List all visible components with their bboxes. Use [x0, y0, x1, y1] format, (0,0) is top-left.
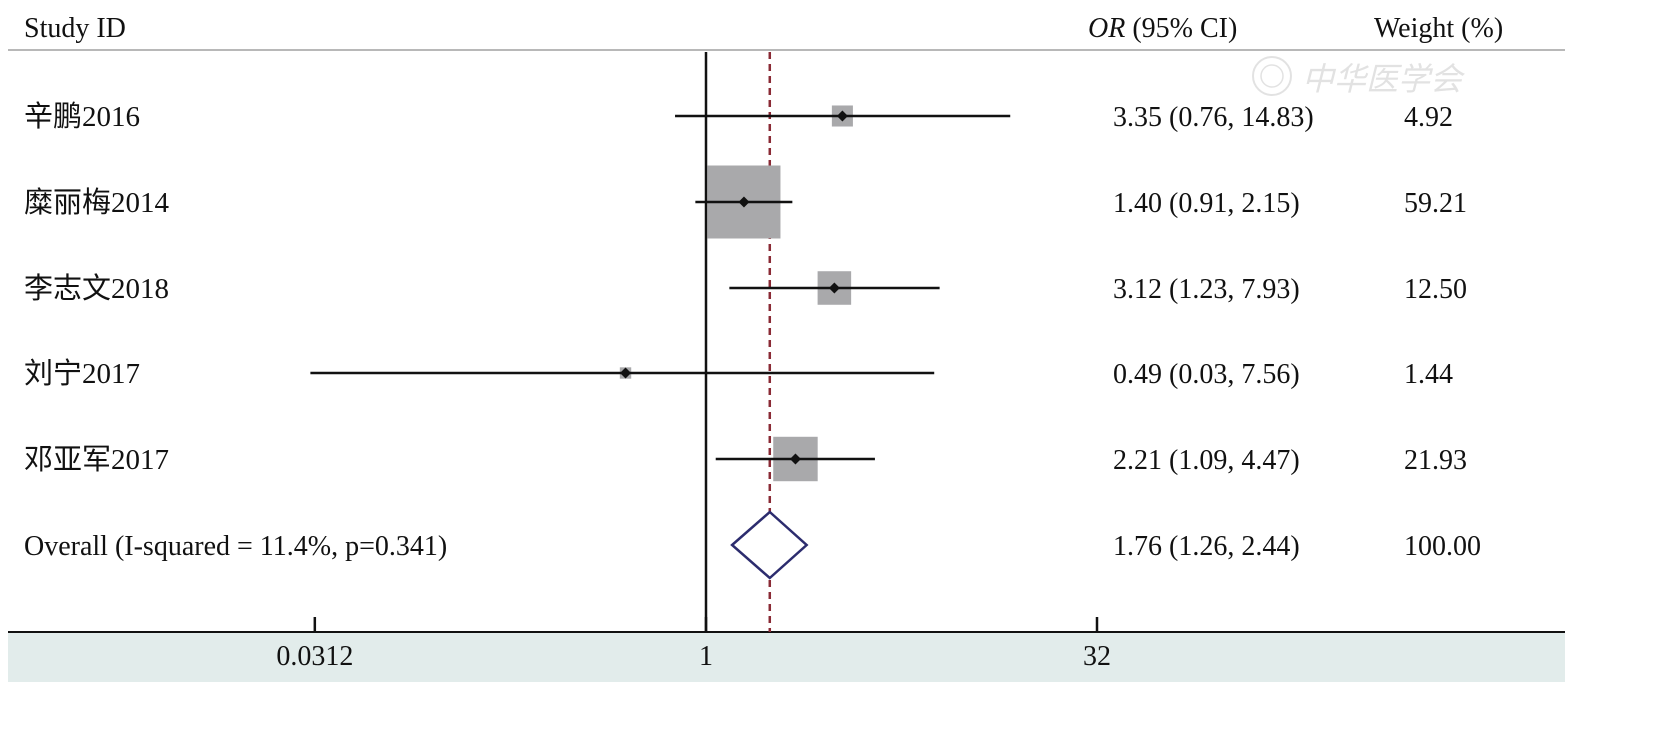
- or-ci-value: 2.21 (1.09, 4.47): [1113, 445, 1300, 476]
- point-estimate: [620, 367, 632, 379]
- watermark: 中华医学会: [1252, 56, 1465, 98]
- or-ci-value: 3.12 (1.23, 7.93): [1113, 274, 1300, 305]
- header-study-id: Study ID: [24, 13, 126, 44]
- header-or-ci: OR (95% CI): [1088, 13, 1237, 44]
- point-estimate: [738, 196, 750, 208]
- overall-diamond: [730, 510, 809, 580]
- point-estimate: [836, 110, 848, 122]
- watermark-text: 中华医学会: [1302, 60, 1465, 98]
- axis-band: [8, 632, 1565, 682]
- header-or-rest: (95% CI): [1125, 13, 1237, 44]
- weight-value: 1.44: [1404, 359, 1453, 390]
- study-label: 邓亚军2017: [24, 444, 169, 476]
- weight-value: 59.21: [1404, 188, 1467, 219]
- x-tick-label: 0.0312: [276, 641, 353, 672]
- study-label: 刘宁2017: [24, 357, 140, 390]
- header-weight: Weight (%): [1374, 13, 1503, 44]
- overall-weight-value: 100.00: [1404, 531, 1481, 562]
- overall-or-ci-value: 1.76 (1.26, 2.44): [1113, 531, 1300, 562]
- study-label: 糜丽梅2014: [24, 186, 170, 219]
- point-estimate: [789, 453, 801, 465]
- weight-value: 12.50: [1404, 274, 1467, 305]
- overall-label: Overall (I-squared = 11.4%, p=0.341): [24, 531, 447, 562]
- weight-value: 4.92: [1404, 102, 1453, 133]
- x-tick-label: 1: [699, 641, 713, 672]
- x-tick-label: 32: [1083, 641, 1111, 672]
- or-ci-value: 3.35 (0.76, 14.83): [1113, 102, 1314, 133]
- weight-value: 21.93: [1404, 445, 1467, 476]
- study-label: 李志文2018: [24, 272, 169, 305]
- or-ci-value: 0.49 (0.03, 7.56): [1113, 359, 1300, 390]
- header-or-italic: OR: [1088, 13, 1125, 44]
- watermark-seal-icon: [1252, 56, 1292, 96]
- point-estimate: [828, 282, 840, 294]
- or-ci-value: 1.40 (0.91, 2.15): [1113, 188, 1300, 219]
- study-label: 辛鹏2016: [24, 100, 140, 133]
